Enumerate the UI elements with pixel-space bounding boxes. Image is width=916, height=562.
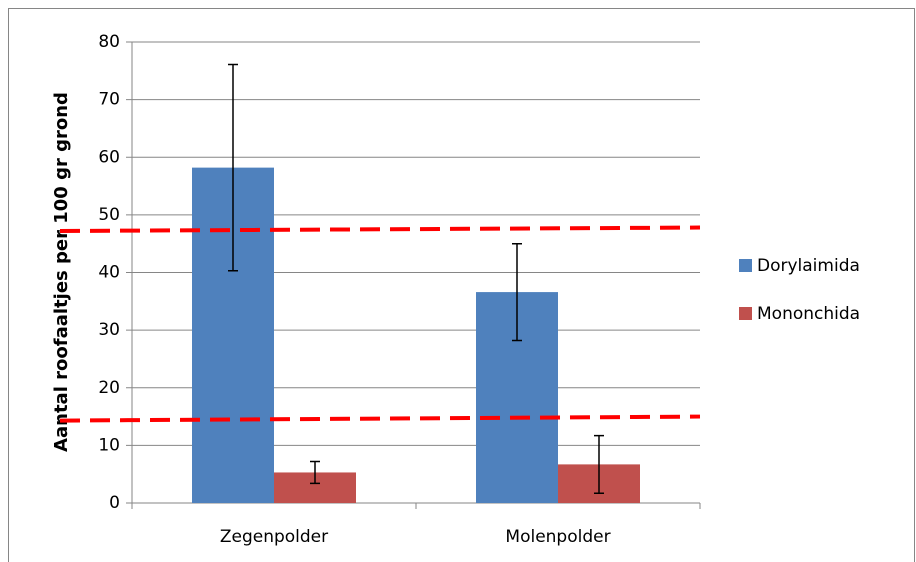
- legend-swatch: [739, 307, 752, 320]
- y-tick-label: 20: [98, 378, 120, 398]
- reference-line: [59, 225, 701, 234]
- y-tick-label: 60: [98, 147, 120, 167]
- y-tick-label: 80: [98, 32, 120, 52]
- y-tick-label: 50: [98, 205, 120, 225]
- x-tick-label: Molenpolder: [505, 527, 610, 547]
- y-tick-label: 70: [98, 90, 120, 110]
- y-axis-label: Aantal roofaaltjes per 100 gr grond: [51, 92, 72, 452]
- legend-swatch: [739, 259, 752, 272]
- chart-border: [8, 8, 915, 562]
- error-bar: [310, 460, 320, 485]
- y-tick-label: 30: [98, 320, 120, 340]
- x-tick-label: Zegenpolder: [220, 527, 328, 547]
- error-bar: [512, 242, 522, 342]
- legend-label: Dorylaimida: [757, 256, 860, 276]
- y-tick-label: 0: [109, 493, 120, 513]
- error-bar: [594, 434, 604, 494]
- legend-label: Mononchida: [757, 304, 860, 324]
- y-tick-label: 10: [98, 435, 120, 455]
- y-tick-label: 40: [98, 263, 120, 283]
- error-bar: [228, 63, 238, 272]
- reference-line: [59, 414, 701, 423]
